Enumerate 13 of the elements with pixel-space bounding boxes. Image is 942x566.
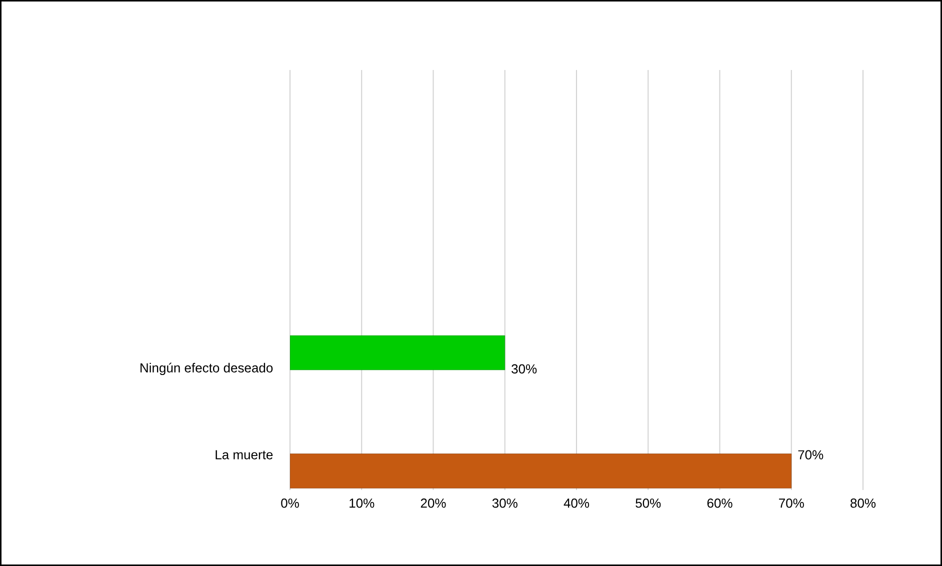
data-label: 70% xyxy=(798,450,824,460)
y-tick-label: Ningún efecto deseado xyxy=(140,362,273,376)
x-tick-label: 0% xyxy=(281,498,299,508)
x-tick-label: 10% xyxy=(350,498,374,508)
x-tick-label: 30% xyxy=(492,498,518,508)
x-tick-label: 80% xyxy=(850,498,876,508)
data-label: 30% xyxy=(512,364,537,374)
x-tick-label: 50% xyxy=(636,498,661,508)
x-tick-label: 40% xyxy=(564,498,590,508)
x-tick-label: 20% xyxy=(420,498,446,508)
y-tick-label: La muerte xyxy=(216,450,273,460)
x-tick-label: 70% xyxy=(779,498,804,508)
x-tick-label: 60% xyxy=(707,498,732,508)
